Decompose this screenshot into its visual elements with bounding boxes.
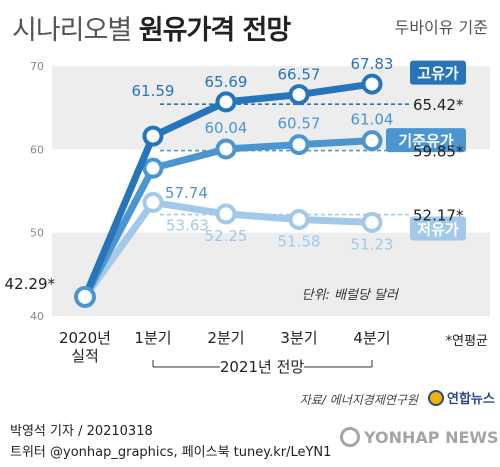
data-label: 61.59	[132, 82, 175, 100]
x-category-label: 4분기	[353, 329, 390, 347]
data-label: 53.63	[166, 216, 209, 234]
x-category-label: 3분기	[280, 329, 317, 347]
annual-avg-label: 52.17*	[413, 207, 464, 225]
data-point	[215, 91, 237, 113]
data-point	[361, 130, 383, 152]
data-label: 67.83	[351, 55, 394, 73]
data-point	[215, 138, 237, 160]
data-label: 66.57	[278, 66, 321, 84]
unit-note: 단위: 배럴당 달러	[302, 288, 399, 303]
data-point	[142, 125, 164, 147]
series-tag	[386, 128, 466, 153]
period-label-bg	[220, 358, 304, 376]
x-category-label: 2020년	[59, 329, 111, 347]
data-point	[288, 134, 310, 156]
watermark-icon	[340, 427, 360, 447]
data-point	[361, 211, 383, 233]
source-note: 자료/ 에너지경제연구원	[300, 393, 419, 407]
watermark-text: YONHAP NEWS	[364, 428, 499, 447]
y-tick-label: 70	[30, 60, 44, 73]
series-tag-label: 저유가	[417, 221, 459, 239]
data-label: 60.57	[278, 115, 321, 133]
y-tick-label: 60	[30, 143, 44, 156]
data-label: 65.69	[205, 73, 248, 91]
crude-type-label: 두바이유 기준	[394, 18, 488, 37]
band-40-50	[52, 232, 490, 316]
data-label: 61.04	[351, 111, 394, 129]
data-label: 57.74	[165, 184, 208, 202]
agency-logo-text: 연합뉴스	[447, 392, 495, 407]
period-label: 2021년 전망	[220, 358, 305, 376]
data-point	[288, 84, 310, 106]
agency-logo: 연합뉴스	[428, 388, 495, 407]
x-category-label: 실적	[71, 347, 99, 365]
watermark: YONHAP NEWS	[340, 427, 499, 447]
data-label: 60.04	[205, 119, 248, 137]
data-point	[142, 157, 164, 179]
data-point	[361, 73, 383, 95]
average-note: *연평균	[446, 334, 488, 349]
data-point	[288, 209, 310, 230]
social-line: 트위터 @yonhap_graphics, 페이스북 tuney.kr/LeYN…	[10, 445, 332, 460]
data-label: 51.23	[351, 235, 394, 253]
author-line: 박영석 기자 / 20210318	[10, 424, 153, 439]
title-light: 시나리오별	[12, 15, 132, 46]
data-point	[215, 203, 237, 225]
y-tick-label: 40	[30, 310, 44, 323]
x-category-label: 1분기	[134, 329, 171, 347]
start-data-label: 42.29*	[5, 275, 56, 293]
x-category-label: 2분기	[207, 329, 244, 347]
page-title: 시나리오별 원유가격 전망	[12, 8, 291, 47]
y-tick-label: 50	[30, 227, 44, 240]
data-point	[142, 191, 164, 213]
title-bold: 원유가격 전망	[138, 15, 291, 46]
start-point	[74, 285, 96, 308]
series-tag-label: 기준유가	[398, 132, 453, 150]
annual-avg-label: 59.85*	[413, 143, 464, 161]
data-label: 52.25	[205, 227, 248, 245]
agency-logo-icon	[428, 390, 444, 406]
series-tag-label: 고유가	[417, 65, 459, 83]
annual-avg-label: 65.42*	[413, 96, 464, 114]
data-label: 51.58	[278, 233, 321, 251]
series-tag	[410, 60, 466, 85]
series-tag	[410, 216, 466, 241]
